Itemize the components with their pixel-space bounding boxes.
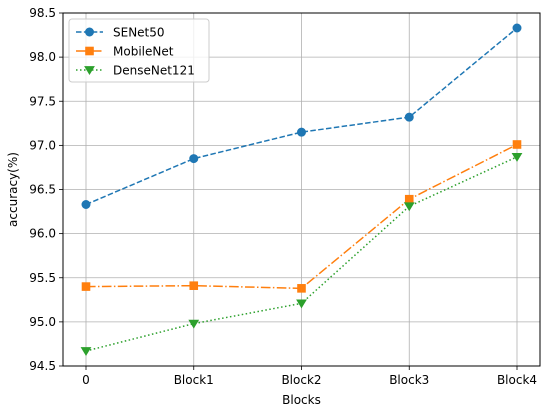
x-tick-label: 0 [82, 373, 90, 387]
data-point [80, 347, 92, 357]
y-tick-label: 95.0 [29, 315, 56, 329]
legend-label: MobileNet [113, 45, 174, 59]
y-tick-label: 96.5 [29, 183, 56, 197]
y-tick-label: 97.0 [29, 138, 56, 152]
y-tick-label: 97.5 [29, 94, 56, 108]
y-tick-label: 98.5 [29, 6, 56, 20]
data-point [404, 112, 414, 122]
legend-item: MobileNet [76, 45, 174, 59]
legend-marker [85, 27, 94, 37]
data-point [189, 281, 199, 290]
data-point [297, 284, 306, 293]
data-point [189, 154, 199, 164]
series-mobilenet [81, 140, 522, 293]
legend-marker [85, 46, 94, 56]
x-axis-label: Blocks [282, 393, 321, 407]
series-line [85, 27, 518, 206]
y-tick-label: 98.0 [29, 50, 56, 64]
x-tick-label: Block2 [281, 373, 321, 387]
legend-box [68, 18, 210, 83]
legend-marker [84, 66, 95, 76]
x-tick-label: Block1 [174, 373, 214, 387]
data-point [297, 127, 306, 137]
series-layer [80, 23, 523, 357]
x-tick-label: Block3 [389, 373, 429, 387]
legend: SENet50 MobileNet DenseNet121 [68, 18, 210, 83]
y-tick-label: 94.5 [29, 359, 56, 373]
legend-item: DenseNet121 [76, 64, 195, 78]
data-point [404, 194, 414, 204]
data-point [403, 202, 415, 212]
data-point [296, 299, 307, 309]
axes: 0 Block1 Block2 Block3 Block4 94.5 95.0 95.5 96.… [29, 6, 537, 387]
y-tick-label: 96.0 [29, 227, 56, 241]
data-point [512, 140, 522, 149]
series-densenet121 [80, 152, 523, 357]
data-point [81, 282, 91, 291]
legend-label: DenseNet121 [113, 64, 195, 78]
legend-label: SENet50 [113, 26, 165, 40]
x-tick-label: Block4 [497, 373, 537, 387]
data-point [81, 200, 91, 210]
y-tick-label: 95.5 [29, 271, 56, 285]
data-point [188, 319, 200, 329]
y-axis-label: accuracy(%) [6, 152, 20, 227]
series-senet50 [81, 23, 522, 210]
legend-item: SENet50 [76, 26, 165, 40]
data-point [512, 23, 522, 33]
data-point [511, 152, 523, 162]
